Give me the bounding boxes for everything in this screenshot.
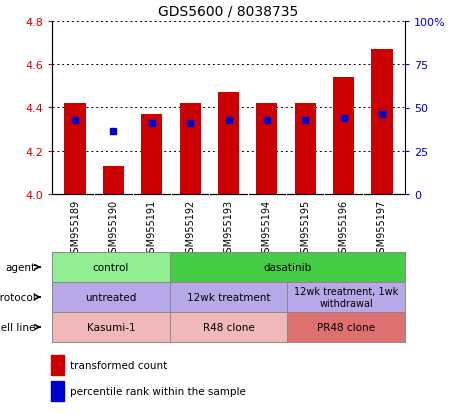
Bar <box>256 104 277 195</box>
Text: PR48 clone: PR48 clone <box>317 322 375 332</box>
Bar <box>64 104 86 195</box>
Bar <box>103 166 124 195</box>
Bar <box>51 355 64 375</box>
Text: dasatinib: dasatinib <box>263 262 311 272</box>
Text: GSM955197: GSM955197 <box>377 199 387 258</box>
Text: GSM955190: GSM955190 <box>108 199 118 258</box>
Bar <box>180 104 201 195</box>
Bar <box>218 93 239 195</box>
Text: percentile rank within the sample: percentile rank within the sample <box>70 386 246 396</box>
Text: transformed count: transformed count <box>70 360 167 370</box>
Text: GSM955195: GSM955195 <box>300 199 310 258</box>
Title: GDS5600 / 8038735: GDS5600 / 8038735 <box>158 4 299 18</box>
Text: Kasumi-1: Kasumi-1 <box>86 322 135 332</box>
Bar <box>333 78 354 195</box>
Text: protocol: protocol <box>0 292 36 302</box>
Text: GSM955194: GSM955194 <box>262 199 272 258</box>
Bar <box>371 50 392 195</box>
Bar <box>51 381 64 401</box>
Text: R48 clone: R48 clone <box>202 322 254 332</box>
Text: 12wk treatment: 12wk treatment <box>187 292 270 302</box>
Text: GSM955196: GSM955196 <box>338 199 349 258</box>
Text: untreated: untreated <box>85 292 136 302</box>
Bar <box>295 104 316 195</box>
Text: 12wk treatment, 1wk
withdrawal: 12wk treatment, 1wk withdrawal <box>294 287 398 308</box>
Text: GSM955191: GSM955191 <box>147 199 157 258</box>
Text: agent: agent <box>6 262 36 272</box>
Text: GSM955192: GSM955192 <box>185 199 195 258</box>
Text: control: control <box>93 262 129 272</box>
Text: GSM955189: GSM955189 <box>70 199 80 258</box>
Text: GSM955193: GSM955193 <box>224 199 234 258</box>
Bar <box>141 115 162 195</box>
Text: cell line: cell line <box>0 322 36 332</box>
